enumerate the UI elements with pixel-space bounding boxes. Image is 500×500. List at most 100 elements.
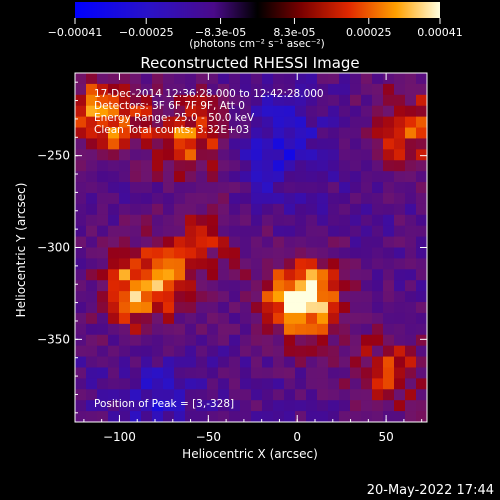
heatmap-cell [240, 291, 252, 303]
axes: −100 −50 0 50 −250 −300 −350 [37, 73, 427, 444]
heatmap-cell [328, 127, 340, 139]
heatmap-cell [405, 192, 417, 205]
heatmap-cell [185, 236, 197, 248]
heatmap-cell [273, 247, 285, 259]
heatmap-cell [306, 411, 318, 423]
heatmap-cell [317, 323, 329, 336]
heatmap-cell [273, 323, 285, 336]
heatmap-cell [295, 182, 307, 194]
heatmap-cell [284, 214, 296, 227]
heatmap-cell [130, 389, 142, 401]
heatmap-cell [339, 83, 351, 96]
heatmap-cell [339, 345, 351, 357]
heatmap-cell [196, 323, 208, 336]
heatmap-cell [141, 400, 153, 412]
heatmap-cell [394, 138, 406, 150]
heatmap-cell [141, 389, 153, 401]
heatmap-cell [163, 149, 175, 161]
heatmap-cell [218, 411, 230, 423]
heatmap-cell [372, 214, 384, 227]
heatmap-cell [251, 411, 263, 423]
heatmap-cell [251, 149, 263, 161]
heatmap-cell [350, 127, 362, 139]
heatmap-cell [108, 73, 120, 85]
heatmap-cell [339, 160, 351, 172]
heatmap-cell [97, 73, 109, 85]
heatmap-cell [207, 323, 219, 336]
colorbar [75, 2, 440, 18]
heatmap-cell [328, 160, 340, 172]
heatmap-cell [75, 127, 87, 139]
heatmap-cell [251, 291, 263, 303]
heatmap-cell [339, 247, 351, 259]
heatmap-cell [295, 247, 307, 259]
heatmap-cell [86, 356, 98, 368]
heatmap-cell [383, 247, 395, 259]
heatmap-cell [130, 323, 142, 336]
heatmap-cell [130, 116, 142, 128]
heatmap-cell [108, 182, 120, 194]
heatmap-cell [350, 323, 362, 336]
heatmap-cell [372, 411, 384, 423]
heatmap-cell [86, 171, 98, 183]
heatmap-cell [86, 247, 98, 259]
heatmap-cell [130, 258, 142, 270]
heatmap-cell [130, 411, 142, 423]
heatmap-cell [119, 258, 131, 270]
heatmap-cell [119, 345, 131, 357]
heatmap-cell [405, 225, 417, 237]
heatmap-cell [75, 411, 87, 423]
heatmap-cell [240, 389, 252, 401]
heatmap-cell [86, 334, 98, 347]
heatmap-cell [163, 116, 175, 128]
heatmap-cell [273, 312, 285, 325]
heatmap-cell [141, 83, 153, 96]
heatmap-cell [350, 105, 362, 118]
heatmap-cell [97, 192, 109, 205]
heatmap-cell [141, 225, 153, 237]
heatmap-cell [141, 127, 153, 139]
heatmap-cell [141, 345, 153, 357]
heatmap-cell [273, 94, 285, 107]
heatmap-cell [229, 149, 241, 161]
heatmap-cell [163, 160, 175, 172]
heatmap-cell [185, 171, 197, 183]
heatmap-cell [207, 345, 219, 357]
heatmap-cell [361, 247, 373, 259]
heatmap-cell [75, 389, 87, 401]
heatmap-cell [218, 73, 230, 85]
heatmap-cell [317, 302, 329, 314]
heatmap-cell [218, 258, 230, 270]
heatmap-cell [284, 236, 296, 248]
heatmap-cell [141, 138, 153, 150]
heatmap-cell [273, 192, 285, 205]
heatmap-cell [317, 83, 329, 96]
heatmap-cell [394, 182, 406, 194]
heatmap-cell [108, 127, 120, 139]
heatmap-cell [372, 236, 384, 248]
heatmap-cell [174, 258, 186, 270]
heatmap-cell [75, 258, 87, 270]
heatmap-cell [152, 83, 164, 96]
heatmap-cell [174, 312, 186, 325]
heatmap-cell [141, 378, 153, 390]
heatmap-cell [152, 182, 164, 194]
heatmap-cell [240, 105, 252, 118]
heatmap-cell [372, 302, 384, 314]
heatmap-cell [306, 236, 318, 248]
heatmap-cell [207, 411, 219, 423]
heatmap-cell [185, 149, 197, 161]
heatmap-cell [350, 411, 362, 423]
heatmap-cell [361, 258, 373, 270]
heatmap-cell [207, 171, 219, 183]
heatmap-cell [405, 236, 417, 248]
heatmap-cell [130, 171, 142, 183]
colorbar-ticks: −0.00041 −0.00025 −8.3e-05 8.3e-05 0.00025 0.… [48, 18, 463, 39]
heatmap-cell [207, 160, 219, 172]
heatmap-cell [284, 149, 296, 161]
heatmap-cell [339, 138, 351, 150]
heatmap-cell [119, 356, 131, 368]
heatmap-cell [86, 105, 98, 118]
heatmap-cell [108, 83, 120, 96]
heatmap-cell [273, 291, 285, 303]
